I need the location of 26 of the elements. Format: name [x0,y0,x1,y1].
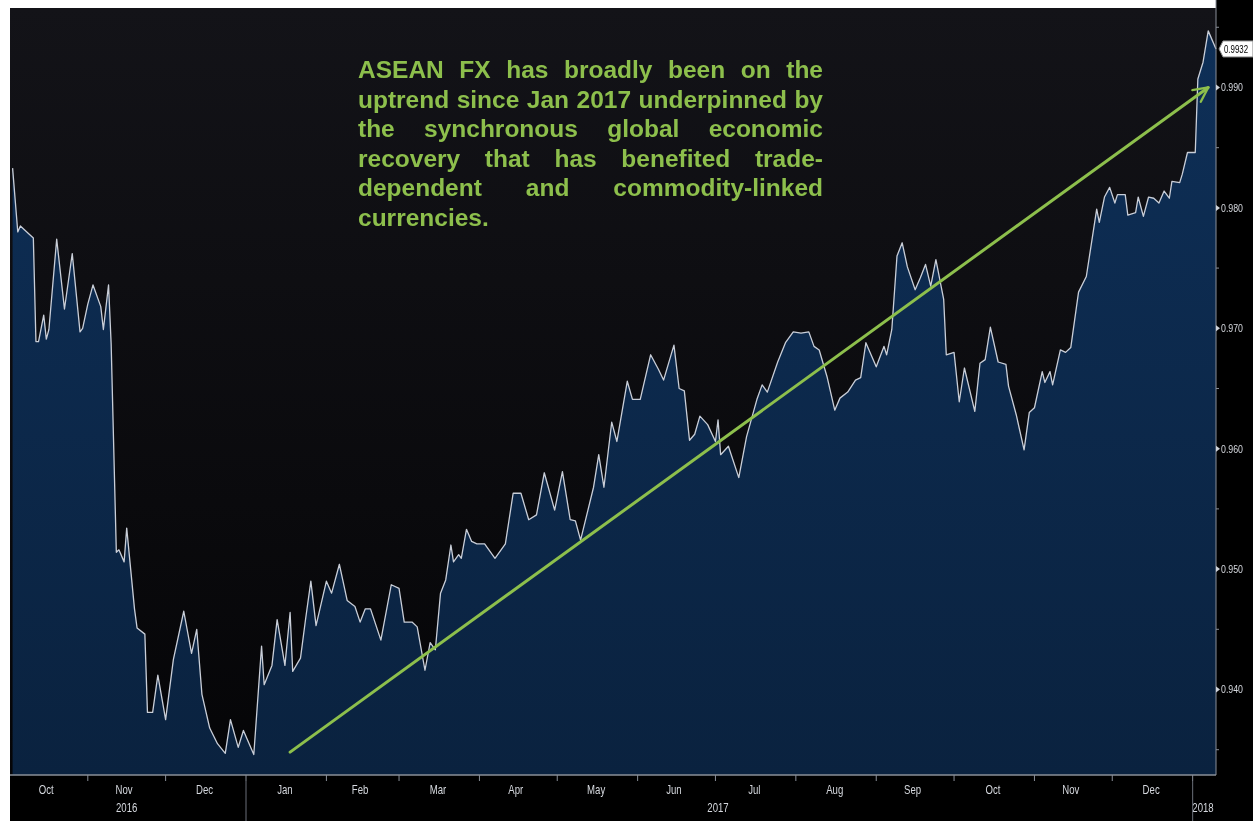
x2-tick-label: 2016 [116,800,138,815]
x-tick-label: Nov [115,782,134,797]
y-tick-label: 0.980 [1221,201,1244,214]
x-tick-label: Jul [748,782,761,797]
annotation: 0.9932 [1224,43,1249,55]
x-tick-label: Feb [351,782,369,797]
x-tick-label: Apr [508,782,524,797]
x-tick-label: Nov [1062,782,1080,797]
y-tick-label: 0.950 [1221,563,1244,576]
x2-tick-label: 2017 [707,800,729,815]
x-tick-label: Jun [666,782,682,797]
x-tick-label: Aug [826,782,844,797]
x2-tick-label: 2018 [1192,800,1214,815]
x-tick-label: Oct [38,782,54,797]
x-tick-label: Jan [277,782,293,797]
y-tick-label: 0.960 [1221,442,1244,455]
x-tick-label: Sep [904,782,922,797]
x-tick-label: Mar [429,782,447,797]
text: ASEAN FX has broadly been on the uptrend since Jan 2017 underpinned by the synchronous global economic recovery that has benefited trade-dependent and commodity-linked currencies. [358,56,824,231]
y-tick-label: 0.940 [1221,683,1244,696]
x-tick-label: Dec [195,782,214,797]
x-tick-label: Dec [1142,782,1161,797]
x-tick-label: Oct [985,782,1001,797]
x-tick-label: May [587,782,606,797]
y-tick-label: 0.970 [1221,322,1244,335]
y-tick-label: 0.990 [1221,81,1244,94]
